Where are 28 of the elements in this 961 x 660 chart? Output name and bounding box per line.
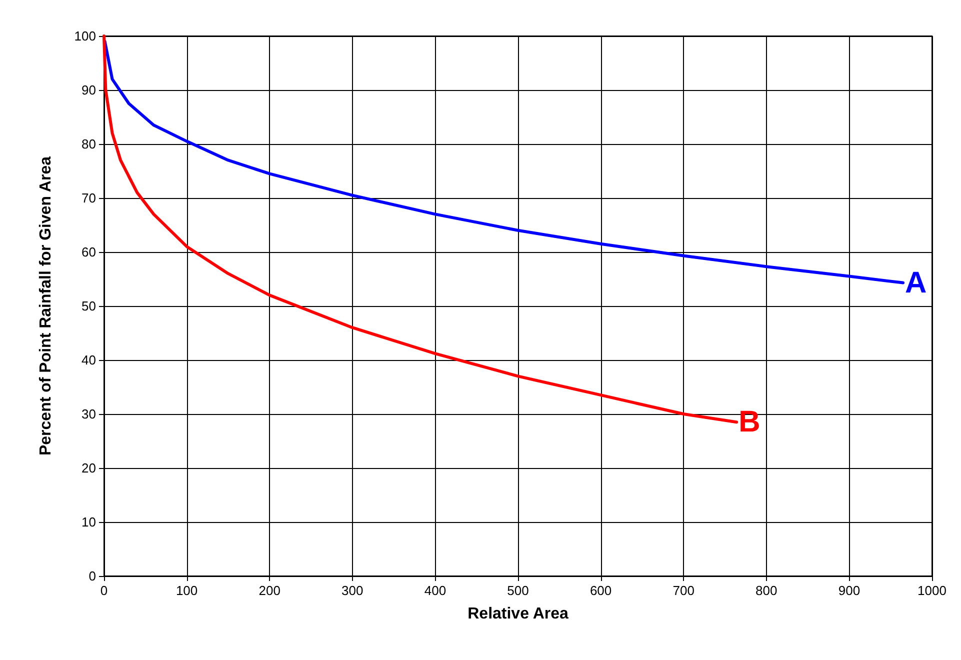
line-series	[102, 34, 738, 424]
y-tick-label: 90	[82, 82, 96, 98]
y-tick-label: 40	[82, 352, 96, 368]
series-label: B	[738, 406, 760, 439]
y-tick-label: 60	[82, 244, 96, 260]
y-tick-label: 50	[82, 298, 96, 314]
series-label: A	[905, 266, 927, 300]
x-tick-label: 300	[342, 583, 364, 598]
x-tick-label: 600	[590, 583, 612, 598]
x-tick-label: 800	[756, 583, 778, 598]
x-tick-label: 900	[838, 583, 860, 598]
x-tick-label: 1000	[918, 583, 946, 598]
x-tick-label: 700	[672, 583, 694, 598]
y-tick-label: 20	[82, 460, 96, 476]
y-tick-label: 30	[82, 406, 96, 422]
x-tick-label: 500	[507, 583, 529, 598]
x-tick-label: 200	[258, 583, 280, 598]
x-tick-label: 100	[176, 583, 198, 598]
y-tick-label: 0	[88, 568, 96, 584]
y-tick-label: 70	[82, 190, 96, 206]
x-tick-label: 400	[424, 583, 446, 598]
x-tick-label: 0	[100, 583, 108, 598]
x-axis-title: Relative Area	[468, 606, 568, 622]
y-tick-label: 100	[74, 28, 96, 44]
line-series	[103, 40, 905, 284]
y-axis-title: Percent of Point Rainfall for Given Area	[38, 156, 54, 456]
y-tick-label: 80	[82, 136, 96, 152]
y-tick-label: 10	[82, 514, 96, 530]
